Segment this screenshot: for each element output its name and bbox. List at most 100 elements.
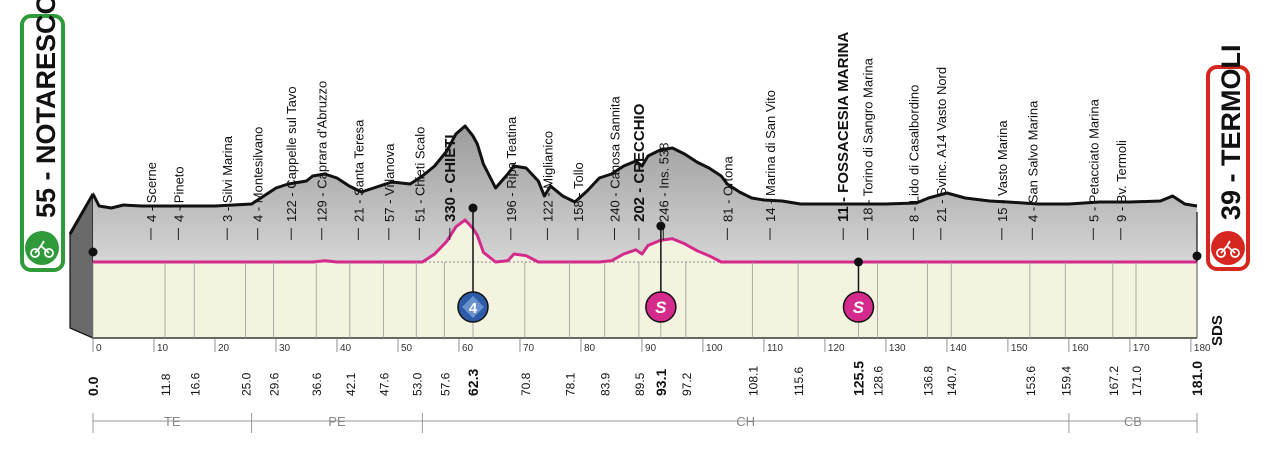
km-label: 89.5 — [633, 372, 647, 396]
km-label: 128.6 — [871, 366, 885, 396]
sprint-badge — [645, 291, 677, 323]
km-label: 115.6 — [792, 367, 806, 396]
place-label: 202 - CRECCHIO — [631, 103, 648, 222]
finish-label: 39 - TERMOLI — [1216, 44, 1246, 220]
place-label: 4 - Montesilvano — [251, 127, 266, 222]
x-tick-label: 40 — [340, 343, 352, 354]
x-tick-label: 150 — [1011, 343, 1028, 354]
km-label: 171.0 — [1130, 366, 1144, 396]
finish-pill — [1206, 65, 1250, 271]
km-label: 78.1 — [563, 372, 577, 396]
place-label: 122 - Miglianico — [540, 131, 555, 222]
place-labels: 4 - Scerne 4 - Pineto 3 - Silvi Marina 4 - … — [144, 32, 1129, 240]
place-label: 15 - Vasto Marina — [995, 120, 1010, 222]
km-label: 93.1 — [653, 369, 669, 396]
climb-badge-diamond — [461, 296, 484, 318]
profile-area — [68, 124, 1198, 339]
km-label: 167.2 — [1107, 366, 1121, 396]
finish-wheel-icon — [1216, 248, 1226, 258]
sprint-badge — [842, 291, 875, 323]
km-label: 53.0 — [410, 372, 424, 396]
place-label: 9 - Bv. Termoli — [1114, 140, 1129, 222]
climb-badge-label: 4 — [469, 300, 478, 317]
km-label: 136.8 — [921, 366, 935, 396]
start-dot — [88, 247, 98, 257]
place-label: 81 - Ortona — [720, 155, 735, 222]
place-label: 18 - Torino di Sangro Marina — [861, 57, 876, 222]
profile-top-face — [93, 126, 1197, 262]
region-label: CH — [736, 414, 755, 429]
km-label: 29.6 — [268, 372, 282, 396]
place-label: 11 - FOSSACESIA MARINA — [835, 32, 852, 222]
profile-valley-area — [93, 220, 1197, 338]
place-label: 330 - CHIETI — [442, 134, 459, 222]
km-label: 83.9 — [599, 372, 613, 396]
profile-ridge-start — [68, 193, 95, 235]
start-bike-frame-icon — [34, 240, 50, 254]
sprint-badge-label: S — [655, 298, 667, 317]
x-tick-label: 30 — [279, 343, 291, 354]
x-tick-label: 130 — [889, 343, 906, 354]
km-label: 16.6 — [188, 372, 202, 396]
x-tick-label: 80 — [584, 343, 596, 354]
x-tick-label: 100 — [706, 343, 723, 354]
region-label: PE — [328, 414, 346, 429]
place-label: 4 - Scerne — [144, 162, 159, 222]
km-label: 0.0 — [85, 376, 101, 396]
sds-label: SDS — [1209, 315, 1226, 346]
km-label: 36.6 — [310, 372, 324, 396]
km-gridlines — [92, 262, 1198, 338]
profile-ridge-line — [91, 124, 1198, 210]
x-tick-label: 110 — [767, 343, 783, 354]
place-label: 129 - Caprara d'Abruzzo — [315, 81, 330, 222]
place-label: 21 - Santa Teresa — [351, 119, 366, 222]
start-wheel-icon — [44, 248, 54, 258]
km-label: 108.1 — [746, 366, 760, 396]
place-label: 57 - Villanova — [382, 143, 397, 222]
x-tick-label: 10 — [157, 343, 169, 354]
x-tick-label: 120 — [828, 343, 845, 354]
km-label: 153.6 — [1024, 366, 1038, 396]
finish-dot — [1192, 251, 1202, 261]
region-bar: TE PE CH CB — [92, 413, 1198, 433]
x-tick-label: 70 — [523, 343, 535, 354]
x-tick-label: 170 — [1133, 343, 1150, 354]
endpoints: 55 - NOTARESCO 39 - TERMOLI SDS — [20, 0, 1250, 346]
x-tick-label: 140 — [950, 343, 967, 354]
x-tick-label: 0 — [96, 343, 102, 354]
finish-bike-frame-icon — [1220, 240, 1236, 254]
start-wheel-icon — [30, 248, 40, 258]
place-label: 4 - San Salvo Marina — [1025, 100, 1040, 222]
place-label: 21 - Svinc. A14 Vasto Nord — [934, 67, 949, 222]
start-pill — [20, 14, 65, 272]
km-label: 25.0 — [239, 372, 253, 396]
region-label: TE — [164, 414, 181, 429]
place-label: 14 - Marina di San Vito — [763, 90, 778, 222]
km-label: 47.6 — [377, 372, 391, 396]
km-label: 70.8 — [519, 372, 533, 396]
sprint-badge-label: S — [853, 298, 865, 317]
x-tick-label: 50 — [401, 343, 413, 354]
place-label: 196 - Ripa Teatina — [504, 116, 519, 222]
start-label: 55 - NOTARESCO — [31, 0, 61, 218]
place-label: 5 - Petacciato Marina — [1086, 98, 1101, 222]
route-line — [93, 218, 1197, 264]
km-label: 140.7 — [945, 366, 959, 396]
x-tick-label: 20 — [218, 343, 230, 354]
x-tick-label: 90 — [645, 343, 657, 354]
km-label: 62.3 — [465, 369, 481, 396]
x-axis-ticks: 0 10 20 30 40 50 60 70 80 90 100 110 120 130 140 150 160… — [92, 338, 1211, 354]
place-label: 8 - Lido di Casalbordino — [906, 85, 921, 222]
region-label: CB — [1124, 414, 1142, 429]
x-tick-label: 60 — [462, 343, 474, 354]
km-label: 97.2 — [680, 372, 694, 396]
km-label: 11.8 — [159, 373, 173, 396]
place-label: 158 - Tollo — [571, 162, 586, 222]
place-label: 3 - Silvi Marina — [220, 135, 235, 222]
finish-wheel-icon — [1230, 248, 1240, 258]
profile-bottom-edge — [69, 327, 94, 339]
x-tick-label: 180 — [1194, 343, 1211, 354]
markers: 4 S S — [457, 203, 875, 323]
